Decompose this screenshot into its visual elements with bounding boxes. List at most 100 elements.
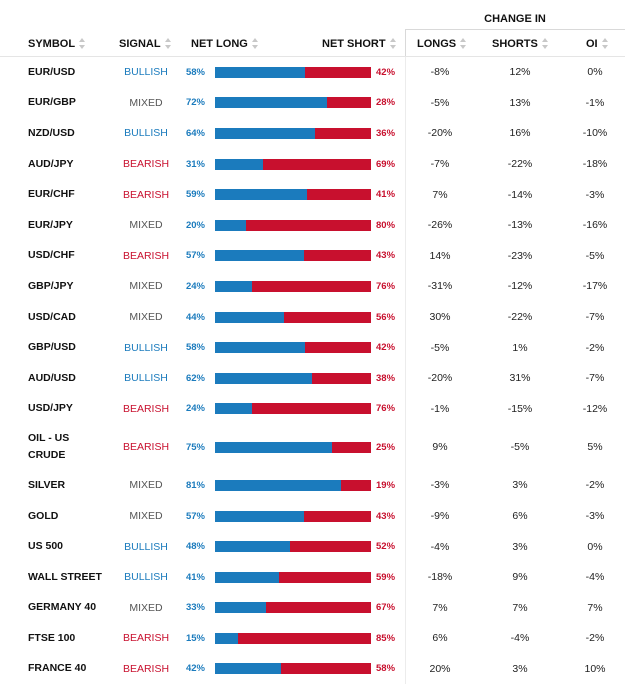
table-row[interactable]: EUR/USD BULLISH 58% 42% -8% 12% 0% (0, 57, 625, 88)
net-long-percent: 57 (185, 250, 197, 262)
shorts-column-header[interactable]: SHORTS (492, 30, 549, 57)
signal-column-header[interactable]: SIGNAL (119, 30, 172, 57)
symbol-cell[interactable]: AUD/USD (28, 363, 108, 394)
table-row[interactable]: GBP/USD BULLISH 58% 42% -5% 1% -2% (0, 332, 625, 363)
shorts-change: -15% (507, 402, 533, 415)
percent-sign: % (196, 189, 205, 201)
oi-change-cell: -1% (565, 88, 625, 119)
column-divider (405, 500, 406, 532)
table-row[interactable]: EUR/JPY MIXED 20% 80% -26% -13% -16% (0, 209, 625, 241)
symbol-cell[interactable]: GOLD (28, 501, 108, 532)
net-long-percent: 41 (185, 571, 197, 583)
table-row[interactable]: USD/JPY BEARISH 24% 76% -1% -15% -12% (0, 393, 625, 425)
symbol-cell[interactable]: EUR/JPY (28, 210, 108, 241)
symbol-label: USD/JPY (28, 402, 73, 415)
sort-icon[interactable] (79, 38, 86, 49)
net-long-value: 42% (178, 654, 205, 685)
oi-change-cell: -5% (565, 241, 625, 272)
table-row[interactable]: AUD/USD BULLISH 62% 38% -20% 31% -7% (0, 362, 625, 394)
sort-icon[interactable] (389, 38, 397, 49)
column-divider (405, 240, 406, 272)
table-row[interactable]: FTSE 100 BEARISH 15% 85% 6% -4% -2% (0, 623, 625, 654)
column-divider (405, 148, 406, 180)
table-row[interactable]: NZD/USD BULLISH 64% 36% -20% 16% -10% (0, 118, 625, 149)
change-in-group-header: CHANGE IN (405, 0, 625, 30)
symbol-cell[interactable]: USD/CAD (28, 302, 108, 333)
symbol-cell[interactable]: USD/JPY (28, 394, 108, 425)
signal-label: BULLISH (124, 372, 168, 385)
symbol-cell[interactable]: US 500 (28, 531, 108, 562)
symbol-column-header[interactable]: SYMBOL (28, 30, 86, 57)
signal-label: MIXED (129, 96, 163, 109)
signal-cell: BEARISH (110, 241, 182, 272)
symbol-cell[interactable]: GBP/JPY (28, 271, 108, 302)
sort-icon[interactable] (164, 38, 172, 49)
symbol-cell[interactable]: NZD/USD (28, 118, 108, 149)
column-divider (405, 393, 406, 425)
table-row[interactable]: GOLD MIXED 57% 43% -9% 6% -3% (0, 500, 625, 532)
table-row[interactable]: FRANCE 40 BEARISH 42% 58% 20% 3% 10% (0, 653, 625, 685)
net-long-value: 31% (178, 149, 205, 180)
shorts-change: 3% (512, 662, 528, 675)
table-row[interactable]: SILVER MIXED 81% 19% -3% 3% -2% (0, 470, 625, 501)
shorts-change-cell: 3% (480, 470, 560, 501)
net-short-percent: 76 (376, 403, 387, 415)
shorts-change-cell: -22% (480, 149, 560, 180)
longs-change: 14% (429, 249, 451, 262)
table-row[interactable]: USD/CAD MIXED 44% 56% 30% -22% -7% (0, 301, 625, 333)
net-long-value: 58% (178, 332, 205, 363)
table-row[interactable]: USD/CHF BEARISH 57% 43% 14% -23% -5% (0, 240, 625, 272)
symbol-cell[interactable]: GERMANY 40 (28, 593, 108, 624)
percent-sign: % (196, 403, 205, 415)
symbol-cell[interactable]: USD/CHF (28, 241, 108, 272)
sentiment-bar (215, 189, 371, 201)
symbol-cell[interactable]: OIL - US CRUDE (28, 424, 108, 470)
symbol-cell[interactable]: EUR/USD (28, 57, 108, 88)
longs-change: 20% (429, 662, 451, 675)
longs-change: -4% (430, 540, 450, 553)
symbol-cell[interactable]: FRANCE 40 (28, 654, 108, 685)
percent-sign: % (196, 158, 205, 170)
sort-icon[interactable] (251, 38, 259, 49)
net-short-bar (305, 342, 371, 354)
sentiment-bar (215, 403, 371, 415)
symbol-cell[interactable]: SILVER (28, 470, 108, 501)
longs-change: -9% (430, 510, 450, 523)
longs-column-header[interactable]: LONGS (417, 30, 467, 57)
longs-change-cell: -3% (405, 470, 475, 501)
shorts-change: -14% (507, 188, 533, 201)
symbol-cell[interactable]: WALL STREET (28, 562, 108, 593)
table-row[interactable]: EUR/CHF BEARISH 59% 41% 7% -14% -3% (0, 179, 625, 210)
symbol-cell[interactable]: AUD/JPY (28, 149, 108, 180)
table-row[interactable]: EUR/GBP MIXED 72% 28% -5% 13% -1% (0, 87, 625, 119)
shorts-change: 9% (512, 571, 528, 584)
net-long-column-header[interactable]: NET LONG (191, 30, 259, 57)
table-row[interactable]: WALL STREET BULLISH 41% 59% -18% 9% -4% (0, 561, 625, 593)
net-short-bar (263, 158, 371, 170)
sentiment-bar (215, 541, 371, 553)
table-row[interactable]: US 500 BULLISH 48% 52% -4% 3% 0% (0, 531, 625, 562)
sentiment-bar (215, 663, 371, 675)
column-divider (405, 57, 406, 88)
net-short-percent: 52 (376, 541, 387, 553)
table-row[interactable]: AUD/JPY BEARISH 31% 69% -7% -22% -18% (0, 148, 625, 180)
shorts-change-cell: 6% (480, 501, 560, 532)
net-long-percent: 44 (185, 311, 197, 323)
net-short-column-header[interactable]: NET SHORT (322, 30, 397, 57)
symbol-cell[interactable]: EUR/CHF (28, 179, 108, 210)
symbol-cell[interactable]: FTSE 100 (28, 623, 108, 654)
sort-icon[interactable] (460, 38, 467, 49)
sort-icon[interactable] (541, 38, 549, 49)
signal-cell: MIXED (110, 470, 182, 501)
oi-change: -17% (582, 280, 608, 293)
table-row[interactable]: GBP/JPY MIXED 24% 76% -31% -12% -17% (0, 271, 625, 302)
table-row[interactable]: GERMANY 40 MIXED 33% 67% 7% 7% 7% (0, 592, 625, 624)
net-long-percent: 81 (185, 479, 197, 491)
signal-cell: BULLISH (110, 332, 182, 363)
oi-column-header[interactable]: OI (586, 30, 609, 57)
sort-icon[interactable] (601, 38, 609, 49)
net-short-value: 67% (376, 593, 403, 624)
symbol-cell[interactable]: EUR/GBP (28, 88, 108, 119)
table-row[interactable]: OIL - US CRUDE BEARISH 75% 25% 9% -5% 5% (0, 424, 625, 471)
symbol-cell[interactable]: GBP/USD (28, 332, 108, 363)
